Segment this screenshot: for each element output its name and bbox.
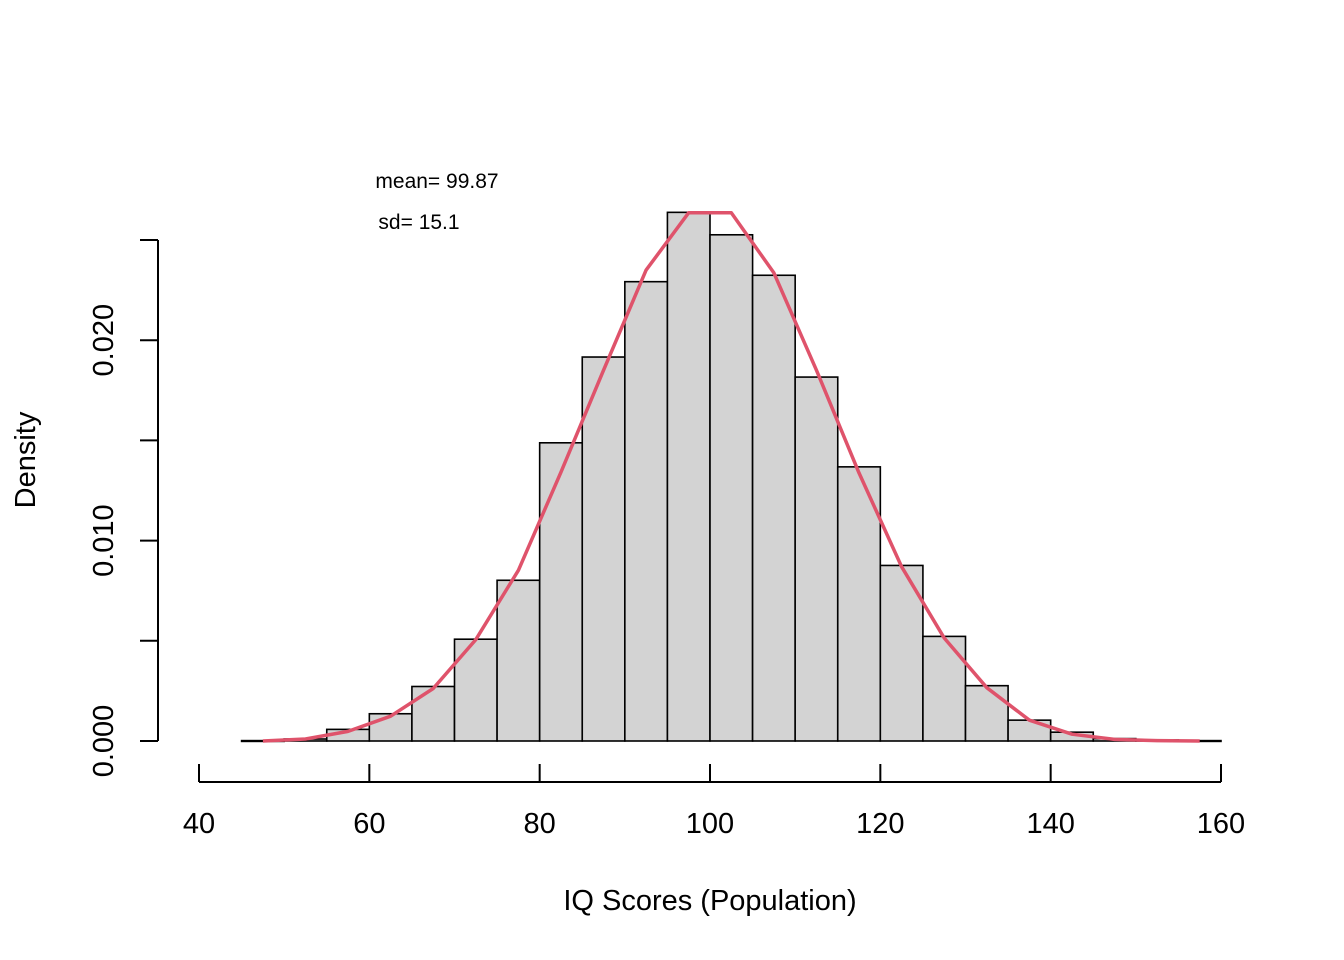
histogram-bar <box>624 280 669 742</box>
histogram-bar <box>538 442 584 742</box>
x-tick-label: 60 <box>353 808 385 840</box>
histogram-bar <box>836 466 882 742</box>
histogram-bar <box>666 211 711 742</box>
x-tick-label: 140 <box>1026 808 1074 840</box>
x-tick-label: 120 <box>856 808 904 840</box>
sd-annotation: sd= 15.1 <box>378 211 459 234</box>
density-curve-layer <box>262 210 1200 743</box>
histogram-bar <box>411 685 456 742</box>
x-axis: 40 60 80 100 120 140 160 <box>183 764 1245 840</box>
y-axis-title: Density <box>10 411 42 508</box>
histogram-bars <box>240 211 1222 743</box>
x-tick-label: 80 <box>524 808 556 840</box>
x-tick-label: 100 <box>686 808 734 840</box>
histogram-bar <box>709 233 754 742</box>
y-tick-label: 0.020 <box>88 304 120 377</box>
histogram-bar <box>794 376 839 742</box>
histogram-bar <box>922 635 967 742</box>
histogram-bar <box>751 274 796 742</box>
x-tick-label: 160 <box>1197 808 1245 840</box>
x-axis-title: IQ Scores (Population) <box>563 885 856 917</box>
histogram-bar <box>964 684 1009 742</box>
mean-annotation: mean= 99.87 <box>375 170 498 193</box>
histogram-bar <box>496 579 541 742</box>
density-curve <box>262 210 1200 743</box>
y-axis: 0.000 0.010 0.020 <box>88 239 159 778</box>
y-tick-label: 0.010 <box>88 504 120 577</box>
x-tick-label: 40 <box>183 808 215 840</box>
y-tick-label: 0.000 <box>88 705 120 778</box>
histogram-bar <box>581 356 626 742</box>
